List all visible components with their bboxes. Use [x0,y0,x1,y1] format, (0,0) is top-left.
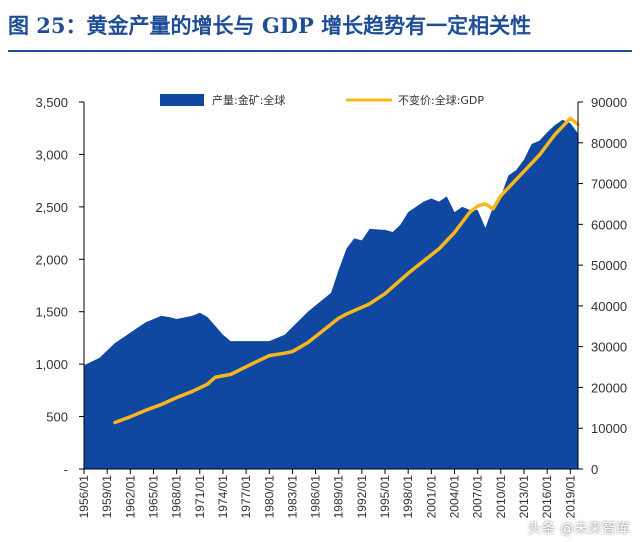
x-tick-label: 1995/01 [378,475,392,519]
x-tick-label: 2001/01 [424,475,438,519]
y-right-tick-label: 50000 [591,258,627,273]
x-tick-label: 2007/01 [471,475,485,519]
legend-label-gdp: 不变价:全球:GDP [398,93,484,107]
y-right-tick-label: 80000 [591,136,627,151]
title-divider [8,50,632,52]
y-right-tick-label: 10000 [591,421,627,436]
x-tick-label: 2016/01 [540,475,554,519]
x-tick-label: 2019/01 [563,475,577,519]
series-layer [84,116,580,469]
x-tick-label: 2013/01 [517,475,531,519]
x-tick-label: 1989/01 [332,475,346,519]
y-right-tick-label: 60000 [591,217,627,232]
y-right-tick-label: 0 [591,462,598,477]
x-tick-label: 1983/01 [285,475,299,519]
x-tick-label: 1959/01 [100,475,114,519]
x-tick-label: 1962/01 [123,475,137,519]
chart-title: 图 25：黄金产量的增长与 GDP 增长趋势有一定相关性 [8,13,532,38]
watermark: 头条 @未来智库 [527,521,630,537]
y-left-tick-label: 3,500 [35,95,68,110]
x-tick-label: 1977/01 [239,475,253,519]
x-tick-label: 2010/01 [494,475,508,519]
legend: 产量:金矿:全球 不变价:全球:GDP [160,93,484,107]
y-left-tick-label: 2,000 [35,252,68,267]
x-tick-label: 1998/01 [401,475,415,519]
x-tick-label: 1986/01 [309,475,323,519]
y-right-tick-label: 30000 [591,340,627,355]
legend-label-production: 产量:金矿:全球 [212,93,285,107]
x-tick-label: 1980/01 [262,475,276,519]
y-left-tick-label: 1,000 [35,357,68,372]
y-left-tick-label: 1,500 [35,305,68,320]
axes-layer: - 500 1,000 1,500 2,000 2,500 3,000 3,500 0 10000… [35,95,627,518]
y-right-tick-label: 20000 [591,380,627,395]
x-tick-label: 1968/01 [170,475,184,519]
y-left-tick-label: - [64,462,68,477]
x-tick-label: 1965/01 [146,475,160,519]
y-left-tick-label: 3,000 [35,147,68,162]
legend-swatch-production [160,94,204,106]
y-left-tick-label: 2,500 [35,200,68,215]
x-tick-label: 1974/01 [216,475,230,519]
y-right-tick-label: 40000 [591,299,627,314]
y-right-tick-label: 70000 [591,177,627,192]
y-left-tick-label: 500 [46,410,68,425]
series-area-production [84,119,578,469]
series-line-gdp [113,116,580,425]
x-tick-label: 2004/01 [448,475,462,519]
x-tick-label: 1992/01 [355,475,369,519]
y-right-tick-label: 90000 [591,95,627,110]
x-tick-label: 1956/01 [77,475,91,519]
x-tick-label: 1971/01 [193,475,207,519]
